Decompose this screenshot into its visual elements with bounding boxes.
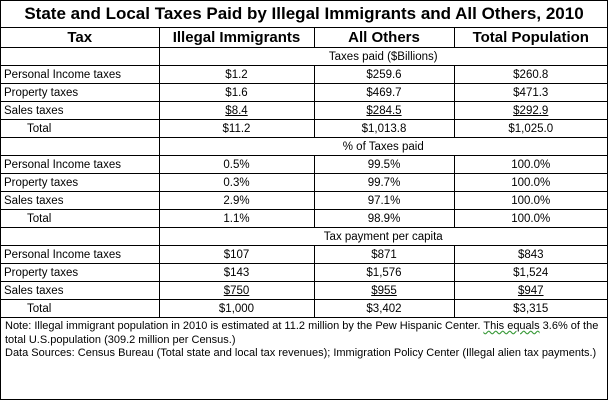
- note-part2: 3.6% of the total U.S.population (309.2 …: [5, 320, 599, 346]
- cell-illegal: $143: [158, 263, 314, 282]
- table-row: Sales taxes $750 $955 $947: [1, 281, 607, 300]
- cell-others: $871: [313, 245, 454, 264]
- section-header-taxes-paid: Taxes paid ($Billions): [1, 47, 607, 66]
- cell-others: $469.7: [313, 83, 454, 102]
- cell-total: $1,524: [453, 263, 607, 282]
- section-spacer: [1, 47, 159, 66]
- row-label: Property taxes: [1, 83, 159, 102]
- note-text: Note: Illegal immigrant population in 20…: [5, 320, 603, 347]
- cell-total: 100.0%: [453, 209, 607, 228]
- header-illegal-immigrants: Illegal Immigrants: [158, 28, 314, 48]
- row-label: Total: [1, 209, 159, 228]
- cell-illegal: $1,000: [158, 299, 314, 317]
- cell-illegal: $750: [223, 284, 250, 297]
- table-row: Personal Income taxes 0.5% 99.5% 100.0%: [1, 155, 607, 174]
- cell-total: 100.0%: [453, 191, 607, 210]
- cell-illegal: 0.3%: [158, 173, 314, 192]
- cell-illegal: $11.2: [158, 119, 314, 138]
- section-title: Taxes paid ($Billions): [158, 47, 607, 66]
- note-flagged-phrase: This equals: [483, 320, 540, 332]
- total-row: Total $1,000 $3,402 $3,315: [1, 299, 607, 317]
- note-part1: Note: Illegal immigrant population in 20…: [5, 320, 484, 332]
- row-label: Property taxes: [1, 173, 159, 192]
- table-row: Sales taxes 2.9% 97.1% 100.0%: [1, 191, 607, 210]
- section-spacer: [1, 227, 159, 246]
- cell-others: 98.9%: [313, 209, 454, 228]
- cell-illegal: $107: [158, 245, 314, 264]
- cell-others: $1,013.8: [313, 119, 454, 138]
- row-label: Total: [1, 299, 159, 317]
- cell-total: $1,025.0: [453, 119, 607, 138]
- row-label: Property taxes: [1, 263, 159, 282]
- row-label: Personal Income taxes: [1, 155, 159, 174]
- cell-others: 99.5%: [313, 155, 454, 174]
- section-title: % of Taxes paid: [158, 137, 607, 156]
- cell-total: 100.0%: [453, 173, 607, 192]
- cell-illegal: $1.2: [158, 65, 314, 84]
- header-tax: Tax: [67, 29, 93, 46]
- cell-illegal: 1.1%: [158, 209, 314, 228]
- cell-total: $3,315: [453, 299, 607, 317]
- cell-others: $1,576: [313, 263, 454, 282]
- cell-others: $955: [371, 284, 397, 297]
- header-all-others: All Others: [313, 28, 454, 48]
- section-title: Tax payment per capita: [158, 227, 607, 246]
- header-total-population: Total Population: [453, 28, 607, 48]
- cell-total: $292.9: [513, 104, 549, 117]
- section-header-per-capita: Tax payment per capita: [1, 227, 607, 246]
- cell-total: $260.8: [453, 65, 607, 84]
- table-row: Property taxes 0.3% 99.7% 100.0%: [1, 173, 607, 192]
- cell-illegal: $1.6: [158, 83, 314, 102]
- section-spacer: [1, 137, 159, 156]
- row-label: Sales taxes: [1, 101, 159, 120]
- tax-table: Tax Illegal Immigrants All Others Total …: [1, 28, 607, 317]
- row-label: Personal Income taxes: [1, 245, 159, 264]
- table-title: State and Local Taxes Paid by Illegal Im…: [1, 1, 607, 28]
- row-label: Total: [1, 119, 159, 138]
- header-row: Tax Illegal Immigrants All Others Total …: [1, 28, 607, 48]
- cell-others: $284.5: [366, 104, 402, 117]
- total-row: Total 1.1% 98.9% 100.0%: [1, 209, 607, 228]
- cell-total: $471.3: [453, 83, 607, 102]
- total-row: Total $11.2 $1,013.8 $1,025.0: [1, 119, 607, 138]
- cell-others: 97.1%: [313, 191, 454, 210]
- cell-illegal: 0.5%: [158, 155, 314, 174]
- cell-others: 99.7%: [313, 173, 454, 192]
- cell-total: 100.0%: [453, 155, 607, 174]
- table-row: Property taxes $1.6 $469.7 $471.3: [1, 83, 607, 102]
- footnote: Note: Illegal immigrant population in 20…: [1, 317, 607, 361]
- cell-illegal: 2.9%: [158, 191, 314, 210]
- table-row: Sales taxes $8.4 $284.5 $292.9: [1, 101, 607, 120]
- cell-total: $947: [517, 284, 544, 297]
- table-row: Personal Income taxes $1.2 $259.6 $260.8: [1, 65, 607, 84]
- row-label: Sales taxes: [1, 281, 159, 300]
- section-header-percent: % of Taxes paid: [1, 137, 607, 156]
- row-label: Sales taxes: [1, 191, 159, 210]
- cell-illegal: $8.4: [225, 104, 248, 117]
- row-label: Personal Income taxes: [1, 65, 159, 84]
- cell-others: $3,402: [313, 299, 454, 317]
- cell-total: $843: [453, 245, 607, 264]
- data-sources: Data Sources: Census Bureau (Total state…: [5, 347, 597, 359]
- table-row: Personal Income taxes $107 $871 $843: [1, 245, 607, 264]
- cell-others: $259.6: [313, 65, 454, 84]
- table-row: Property taxes $143 $1,576 $1,524: [1, 263, 607, 282]
